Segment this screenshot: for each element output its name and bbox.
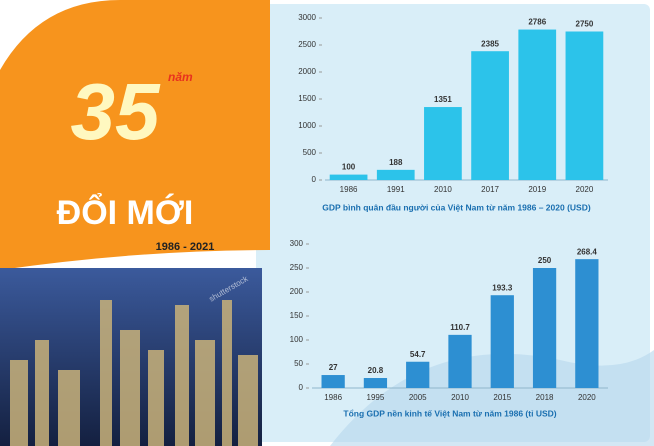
poster-unit: năm: [168, 70, 193, 84]
x-tick-label: 2010: [434, 185, 452, 194]
data-label: 268.4: [577, 247, 598, 256]
bar: [321, 375, 345, 388]
bar: [471, 51, 509, 181]
x-tick-label: 2020: [576, 185, 594, 194]
wave: [330, 350, 654, 446]
x-tick-label: 2018: [536, 393, 554, 402]
data-label: 54.7: [410, 350, 426, 359]
y-tick-label: 150: [290, 311, 304, 320]
x-tick-label: 1991: [387, 185, 405, 194]
x-tick-label: 2020: [578, 393, 596, 402]
y-tick-label: 1000: [298, 121, 316, 130]
y-tick-label: 2500: [298, 40, 316, 49]
x-tick-label: 2019: [528, 185, 546, 194]
y-tick-label: 500: [303, 148, 317, 157]
data-label: 1351: [434, 95, 452, 104]
x-tick-label: 2010: [451, 393, 469, 402]
data-label: 250: [538, 256, 552, 265]
y-tick-label: 250: [290, 263, 304, 272]
bar: [406, 361, 430, 388]
bar: [424, 107, 462, 180]
poster-headline: ĐỔI MỚI: [57, 194, 194, 232]
skyline: [10, 300, 258, 446]
poster-period: 1986 - 2021: [156, 241, 215, 253]
y-tick-label: 300: [290, 239, 304, 248]
bar: [363, 378, 388, 388]
data-label: 2750: [576, 20, 594, 29]
data-label: 27: [329, 363, 338, 372]
x-tick-label: 1986: [340, 185, 358, 194]
y-tick-label: 100: [290, 335, 304, 344]
data-label: 110.7: [450, 323, 470, 332]
x-tick-label: 1995: [367, 393, 385, 402]
y-tick-label: 200: [290, 287, 304, 296]
data-label: 2786: [528, 18, 546, 27]
y-tick-label: 0: [312, 175, 317, 184]
bar: [518, 29, 557, 180]
y-tick-label: 1500: [298, 94, 316, 103]
data-label: 100: [342, 163, 356, 172]
bar: [448, 334, 472, 388]
y-tick-label: 3000: [298, 13, 316, 22]
orange-panel: [0, 0, 270, 270]
data-label: 20.8: [368, 366, 384, 375]
data-label: 193.3: [492, 283, 513, 292]
bar: [532, 268, 557, 388]
data-label: 188: [389, 158, 403, 167]
bar: [490, 295, 514, 388]
chart-title: GDP bình quân đầu người của Việt Nam từ …: [322, 202, 591, 212]
bar: [329, 174, 368, 180]
x-tick-label: 2015: [493, 393, 511, 402]
data-label: 2385: [481, 39, 499, 48]
bar: [565, 31, 604, 180]
poster-number: 35: [71, 67, 161, 156]
y-tick-label: 0: [299, 383, 304, 392]
x-tick-label: 2017: [481, 185, 499, 194]
chart-title: Tổng GDP nền kinh tế Việt Nam từ năm 198…: [343, 408, 556, 418]
y-tick-label: 50: [294, 359, 303, 368]
x-tick-label: 1986: [324, 393, 342, 402]
y-tick-label: 2000: [298, 67, 316, 76]
bar: [575, 259, 599, 388]
x-tick-label: 2005: [409, 393, 427, 402]
bar: [376, 169, 415, 180]
